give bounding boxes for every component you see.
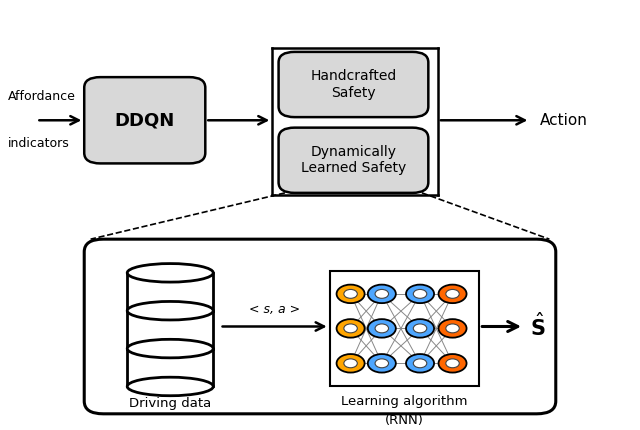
Circle shape (375, 324, 388, 333)
Text: Affordance: Affordance (8, 90, 76, 104)
Text: (RNN): (RNN) (385, 414, 424, 427)
Circle shape (406, 354, 434, 372)
Ellipse shape (127, 264, 213, 282)
Text: Action: Action (540, 113, 588, 128)
FancyBboxPatch shape (278, 128, 428, 193)
Circle shape (413, 289, 427, 298)
Circle shape (344, 359, 357, 368)
Text: DDQN: DDQN (115, 111, 175, 129)
Circle shape (368, 285, 396, 303)
Text: Driving data: Driving data (129, 397, 211, 410)
Circle shape (368, 319, 396, 338)
Bar (127, 273, 213, 311)
Text: Learning algorithm: Learning algorithm (341, 395, 468, 408)
Text: indicators: indicators (8, 137, 70, 150)
FancyBboxPatch shape (278, 52, 428, 117)
Circle shape (375, 359, 388, 368)
Circle shape (368, 354, 396, 372)
Circle shape (344, 289, 357, 298)
Circle shape (413, 359, 427, 368)
Ellipse shape (127, 377, 213, 396)
Circle shape (413, 324, 427, 333)
Circle shape (446, 324, 460, 333)
Circle shape (337, 354, 365, 372)
Circle shape (438, 319, 467, 338)
Text: $\hat{\mathbf{S}}$: $\hat{\mathbf{S}}$ (531, 313, 546, 340)
FancyBboxPatch shape (330, 271, 479, 387)
Bar (127, 349, 213, 387)
Circle shape (375, 289, 388, 298)
Circle shape (337, 285, 365, 303)
Circle shape (438, 354, 467, 372)
Circle shape (446, 289, 460, 298)
Text: Handcrafted
Safety: Handcrafted Safety (310, 69, 397, 100)
Text: < s, a >: < s, a > (249, 303, 300, 316)
Text: Dynamically
Learned Safety: Dynamically Learned Safety (301, 145, 406, 175)
Circle shape (438, 285, 467, 303)
FancyBboxPatch shape (84, 77, 205, 163)
Circle shape (406, 319, 434, 338)
Ellipse shape (127, 339, 213, 358)
Circle shape (446, 359, 460, 368)
Circle shape (337, 319, 365, 338)
FancyBboxPatch shape (84, 239, 556, 414)
Circle shape (344, 324, 357, 333)
Bar (127, 311, 213, 349)
Ellipse shape (127, 301, 213, 320)
Circle shape (406, 285, 434, 303)
